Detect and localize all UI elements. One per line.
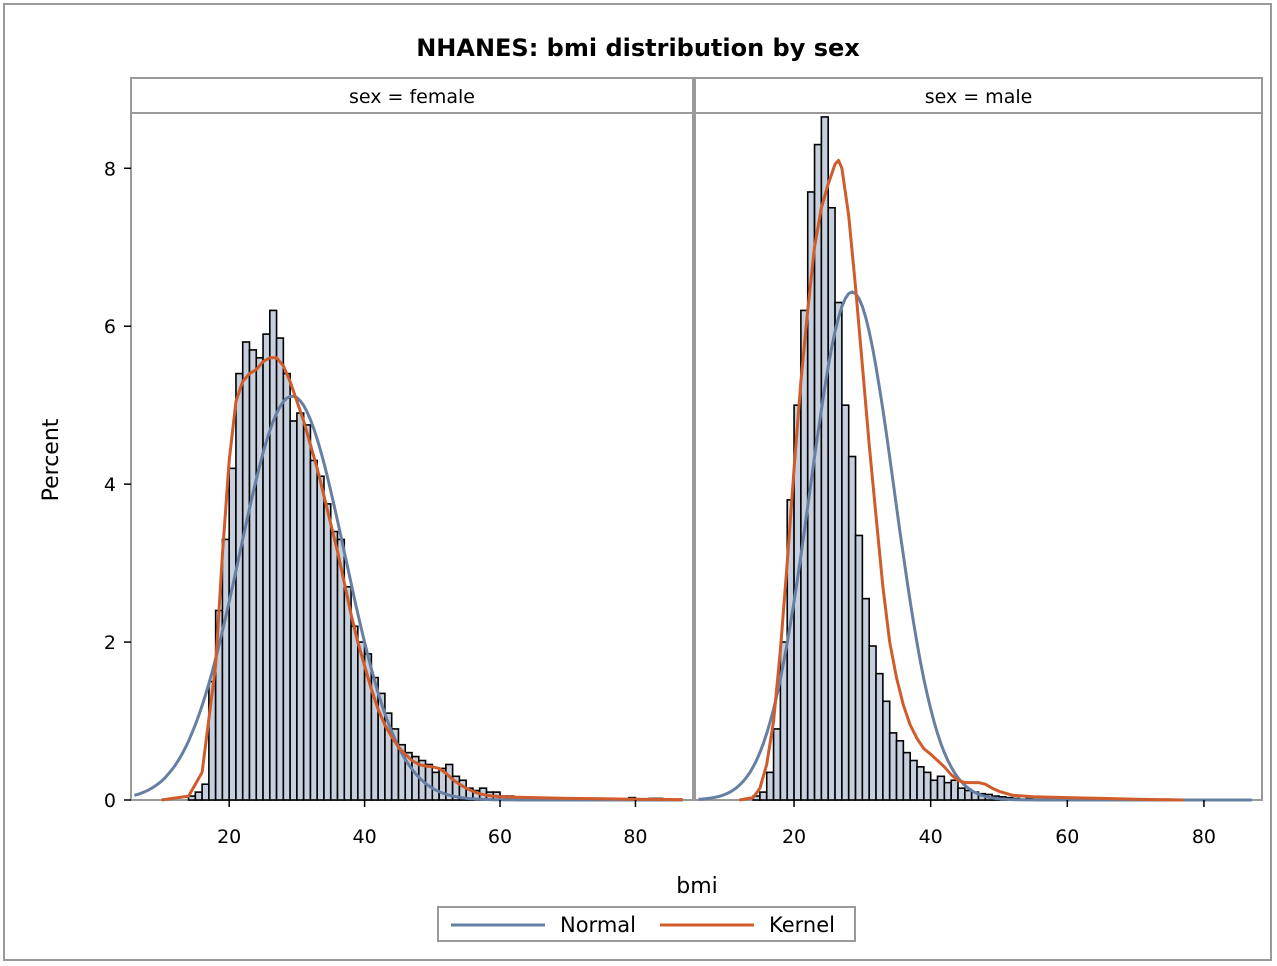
histogram-bar: [909, 759, 918, 801]
histogram-bar: [316, 475, 325, 801]
panels-group: sex = female 20 40 60 80 sex = male 20 40 60 80: [130, 77, 1263, 848]
histogram-bar: [262, 333, 271, 801]
histogram-bar: [820, 116, 830, 801]
x-tick-label: 40: [353, 826, 377, 848]
panel-strip: [694, 77, 1263, 114]
legend-label-kernel: Kernel: [769, 913, 835, 937]
panel-strip-label: sex = male: [925, 86, 1033, 108]
histogram-bar: [255, 356, 264, 801]
histogram-bar: [929, 779, 939, 801]
histogram-bar: [834, 301, 843, 801]
histogram-bar: [841, 404, 850, 801]
chart-title: NHANES: bmi distribution by sex: [416, 34, 860, 62]
y-axis-label: Percent: [39, 418, 64, 501]
panel-strip: [130, 77, 694, 114]
x-tick-label: 60: [1055, 826, 1079, 848]
histogram-bar: [350, 625, 359, 801]
histogram-bar: [228, 467, 237, 801]
x-tick-label: 80: [623, 826, 647, 848]
legend-label-normal: Normal: [560, 913, 636, 937]
histogram-bar: [943, 781, 952, 801]
y-tick-label: 0: [104, 790, 116, 812]
histogram-bar: [235, 372, 244, 801]
histogram-bar: [309, 459, 319, 801]
histogram-bar: [950, 779, 959, 801]
histogram-bars: [752, 116, 1171, 801]
histogram-bar: [895, 739, 905, 801]
histogram-bar: [902, 751, 911, 801]
panel-strip-label: sex = female: [349, 86, 475, 108]
histogram-bar: [329, 530, 339, 801]
histogram-bar: [289, 420, 298, 801]
histogram-bar: [248, 349, 258, 801]
panel-female: sex = female 20 40 60 80: [130, 77, 694, 848]
histogram-bar: [269, 309, 278, 801]
y-tick-label: 8: [104, 158, 116, 180]
histogram-bar: [888, 732, 898, 801]
histogram-bar: [827, 206, 836, 801]
legend: Normal Kernel: [437, 906, 856, 942]
histogram-bar: [194, 791, 203, 801]
x-axis-label: bmi: [676, 874, 718, 899]
panel-male: sex = male 20 40 60 80: [694, 77, 1263, 848]
y-tick-label: 2: [104, 632, 116, 654]
kernel-curve: [739, 158, 1184, 802]
histogram-bar: [296, 412, 305, 801]
histogram-bar: [765, 771, 775, 801]
y-axis: 0 2 4 6 8: [104, 158, 131, 812]
histogram-bar: [861, 597, 870, 801]
histogram-bar: [759, 791, 768, 801]
histogram-bar: [957, 787, 966, 801]
x-tick-label: 40: [919, 826, 943, 848]
histogram-bar: [201, 783, 210, 801]
kernel-curve: [161, 356, 683, 802]
histogram-bar: [923, 771, 932, 801]
x-tick-label: 20: [782, 826, 806, 848]
histogram-bar: [964, 789, 973, 801]
histogram-bar: [282, 372, 291, 801]
histogram-bar: [323, 503, 332, 801]
histogram-bar: [847, 455, 857, 801]
histogram-bar: [424, 763, 434, 801]
histogram-bar: [241, 341, 251, 801]
x-tick-label: 20: [217, 826, 241, 848]
histogram-bar: [772, 728, 782, 801]
y-tick-label: 4: [104, 474, 116, 496]
histogram-bar: [882, 700, 891, 801]
x-tick-label: 60: [488, 826, 512, 848]
histogram-bar: [343, 585, 352, 801]
histogram-bar: [868, 645, 877, 801]
x-tick-label: 80: [1192, 826, 1216, 848]
histogram-bar: [302, 424, 312, 801]
histogram-bar: [221, 538, 230, 801]
histogram-bar: [916, 766, 925, 801]
histogram-bar: [875, 672, 884, 801]
histogram-bar: [431, 771, 440, 801]
histogram-bar: [936, 775, 946, 801]
histogram-bar: [854, 534, 864, 801]
y-tick-label: 6: [104, 316, 116, 338]
histogram-bars: [187, 309, 664, 801]
